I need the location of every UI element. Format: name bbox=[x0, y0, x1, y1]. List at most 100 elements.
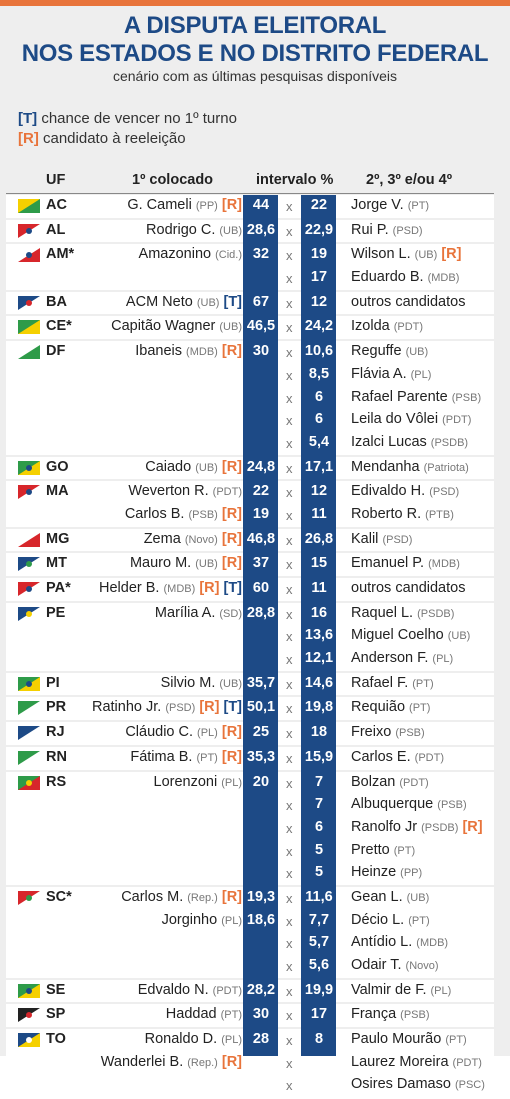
flag-se-icon bbox=[18, 983, 40, 998]
party-label: (UB) bbox=[219, 321, 242, 334]
values-layer: 44 x 22 28,6 x 22,9 32 x 19 x 17 67 x 12 46,5 x 24,2 30 x 1… bbox=[246, 197, 334, 1093]
table-row: PR Ratinho Jr. (PSD) [R] [T] Requião (PT) bbox=[6, 697, 494, 720]
party-label: (PDT) bbox=[452, 1056, 482, 1069]
state-code: BA bbox=[46, 293, 67, 310]
title-line-1: A DISPUTA ELEITORAL bbox=[123, 12, 387, 39]
reelection-tag: [R] bbox=[462, 818, 483, 835]
party-label: (PDT) bbox=[414, 751, 444, 764]
candidate-name: Caiado bbox=[145, 458, 192, 475]
first-place-candidate: Cláudio C. (PL) [R] bbox=[125, 724, 242, 740]
other-place-value: 19 bbox=[310, 246, 328, 263]
versus-mark: x bbox=[286, 1055, 293, 1071]
other-candidate: Miguel Coelho (UB) bbox=[351, 627, 470, 643]
party-label: (MDB) bbox=[186, 346, 218, 359]
candidate-name: Requião bbox=[351, 699, 406, 716]
state-code: PA* bbox=[46, 580, 71, 596]
candidate-name: Ronaldo D. bbox=[144, 1031, 218, 1048]
reelection-tag: [R] bbox=[199, 580, 220, 596]
candidate-name: Valmir de F. bbox=[351, 981, 427, 998]
table-row: SC* Carlos M. (Rep.) [R] Gean L. (UB) bbox=[6, 887, 494, 910]
party-label: (PSD) bbox=[382, 533, 413, 546]
versus-mark: x bbox=[286, 532, 293, 548]
other-candidate: Bolzan (PDT) bbox=[351, 774, 429, 790]
first-place-candidate: Jorginho (PL) bbox=[162, 912, 242, 928]
versus-mark: x bbox=[286, 295, 293, 311]
reelection-tag: [R] bbox=[221, 724, 242, 741]
table-row: BA ACM Neto (UB) [T] outros candidatos bbox=[6, 292, 494, 315]
table-row: Odair T. (Novo) bbox=[6, 955, 494, 978]
party-label: (Patriota) bbox=[423, 461, 469, 474]
versus-mark: x bbox=[286, 390, 293, 406]
flag-rj-icon bbox=[18, 726, 40, 741]
state-code: AC bbox=[46, 197, 67, 213]
first-place-value: 46,5 bbox=[246, 318, 276, 335]
table-row: DF Ibaneis (MDB) [R] Reguffe (UB) bbox=[6, 341, 494, 364]
first-round-tag: [T] bbox=[223, 293, 242, 310]
versus-mark: x bbox=[286, 820, 293, 836]
candidate-name: Albuquerque bbox=[351, 796, 434, 813]
party-label: (PDT) bbox=[442, 414, 472, 427]
flag-mt-icon bbox=[18, 557, 40, 572]
candidate-name: Wilson L. bbox=[351, 246, 411, 263]
first-place-value: 25 bbox=[252, 724, 270, 741]
flag-go-icon bbox=[18, 460, 40, 475]
first-place-value: 20 bbox=[252, 773, 270, 790]
party-label: (UB) bbox=[219, 224, 242, 237]
table-row: PE Marília A. (SD) Raquel L. (PSDB) bbox=[6, 603, 494, 626]
other-place-value: 12 bbox=[310, 483, 328, 500]
candidate-name: Rui P. bbox=[351, 221, 389, 238]
legend-t: [T] chance de vencer no 1º turno bbox=[18, 110, 237, 127]
state-code: RN bbox=[46, 748, 67, 765]
first-place-value: 60 bbox=[252, 580, 270, 596]
candidate-name: Izolda bbox=[351, 318, 390, 335]
other-place-value: 22 bbox=[310, 197, 328, 213]
table-row: Anderson F. (PL) bbox=[6, 648, 494, 671]
candidate-name: Izalci Lucas bbox=[351, 433, 427, 450]
table-row: AM* Amazonino (Cid.) Wilson L. (UB) [R] bbox=[6, 244, 494, 267]
state-code: RS bbox=[46, 773, 67, 790]
candidate-name: Carlos B. bbox=[124, 505, 185, 522]
other-candidate: Décio L. (PT) bbox=[351, 912, 430, 928]
first-place-candidate: Marília A. (SD) bbox=[155, 605, 242, 621]
flag-pr-icon bbox=[18, 701, 40, 716]
candidate-name: Silvio M. bbox=[160, 674, 216, 691]
versus-mark: x bbox=[286, 798, 293, 814]
other-candidate: Wilson L. (UB) [R] bbox=[351, 246, 461, 262]
state-group-se: SE Edvaldo N. (PDT) Valmir de F. (PL) bbox=[6, 979, 494, 1003]
party-label: (PDT) bbox=[399, 776, 429, 789]
first-place-value: 28,2 bbox=[246, 981, 276, 998]
other-candidate: Osires Damaso (PSC) bbox=[351, 1076, 485, 1092]
state-code: SP bbox=[46, 1006, 66, 1023]
party-label: (PL) bbox=[410, 368, 432, 381]
versus-mark: x bbox=[286, 248, 293, 264]
other-place-value: 22,9 bbox=[304, 221, 334, 238]
table-row: Jorginho (PL) Décio L. (PT) bbox=[6, 910, 494, 933]
first-place-value: 28 bbox=[252, 1031, 270, 1048]
first-place-candidate: G. Cameli (PP) [R] bbox=[127, 197, 242, 213]
table-row: Rafael Parente (PSB) bbox=[6, 387, 494, 410]
table-row: Osires Damaso (PSC) bbox=[6, 1074, 494, 1097]
versus-mark: x bbox=[286, 959, 293, 974]
party-label: (PDT) bbox=[212, 984, 242, 997]
versus-mark: x bbox=[286, 507, 293, 523]
flag-df-icon bbox=[18, 345, 40, 360]
party-label: (Novo) bbox=[405, 960, 439, 972]
first-value-column bbox=[243, 195, 278, 1056]
reelection-tag: [R] bbox=[221, 458, 242, 475]
party-label: (Rep.) bbox=[187, 891, 218, 904]
other-place-value: 4 bbox=[314, 1076, 324, 1093]
party-label: (UB) bbox=[414, 249, 438, 262]
candidate-name: Wanderlei B. bbox=[100, 1053, 184, 1070]
candidate-name: Edivaldo H. bbox=[351, 483, 426, 500]
candidate-name: Ibaneis bbox=[135, 343, 183, 360]
first-place-candidate: Fátima B. (PT) [R] bbox=[130, 749, 242, 765]
other-candidate: Rafael F. (PT) bbox=[351, 675, 434, 691]
reelection-tag: [R] bbox=[221, 530, 242, 547]
other-candidate: Carlos E. (PDT) bbox=[351, 749, 444, 765]
other-place-value: 19,9 bbox=[304, 981, 334, 998]
other-place-value: 17 bbox=[310, 269, 328, 286]
party-label: (PP) bbox=[400, 867, 423, 880]
other-candidate: Flávia A. (PL) bbox=[351, 366, 431, 382]
first-place-value: 67 bbox=[252, 293, 270, 310]
party-label: (UB) bbox=[406, 891, 430, 904]
